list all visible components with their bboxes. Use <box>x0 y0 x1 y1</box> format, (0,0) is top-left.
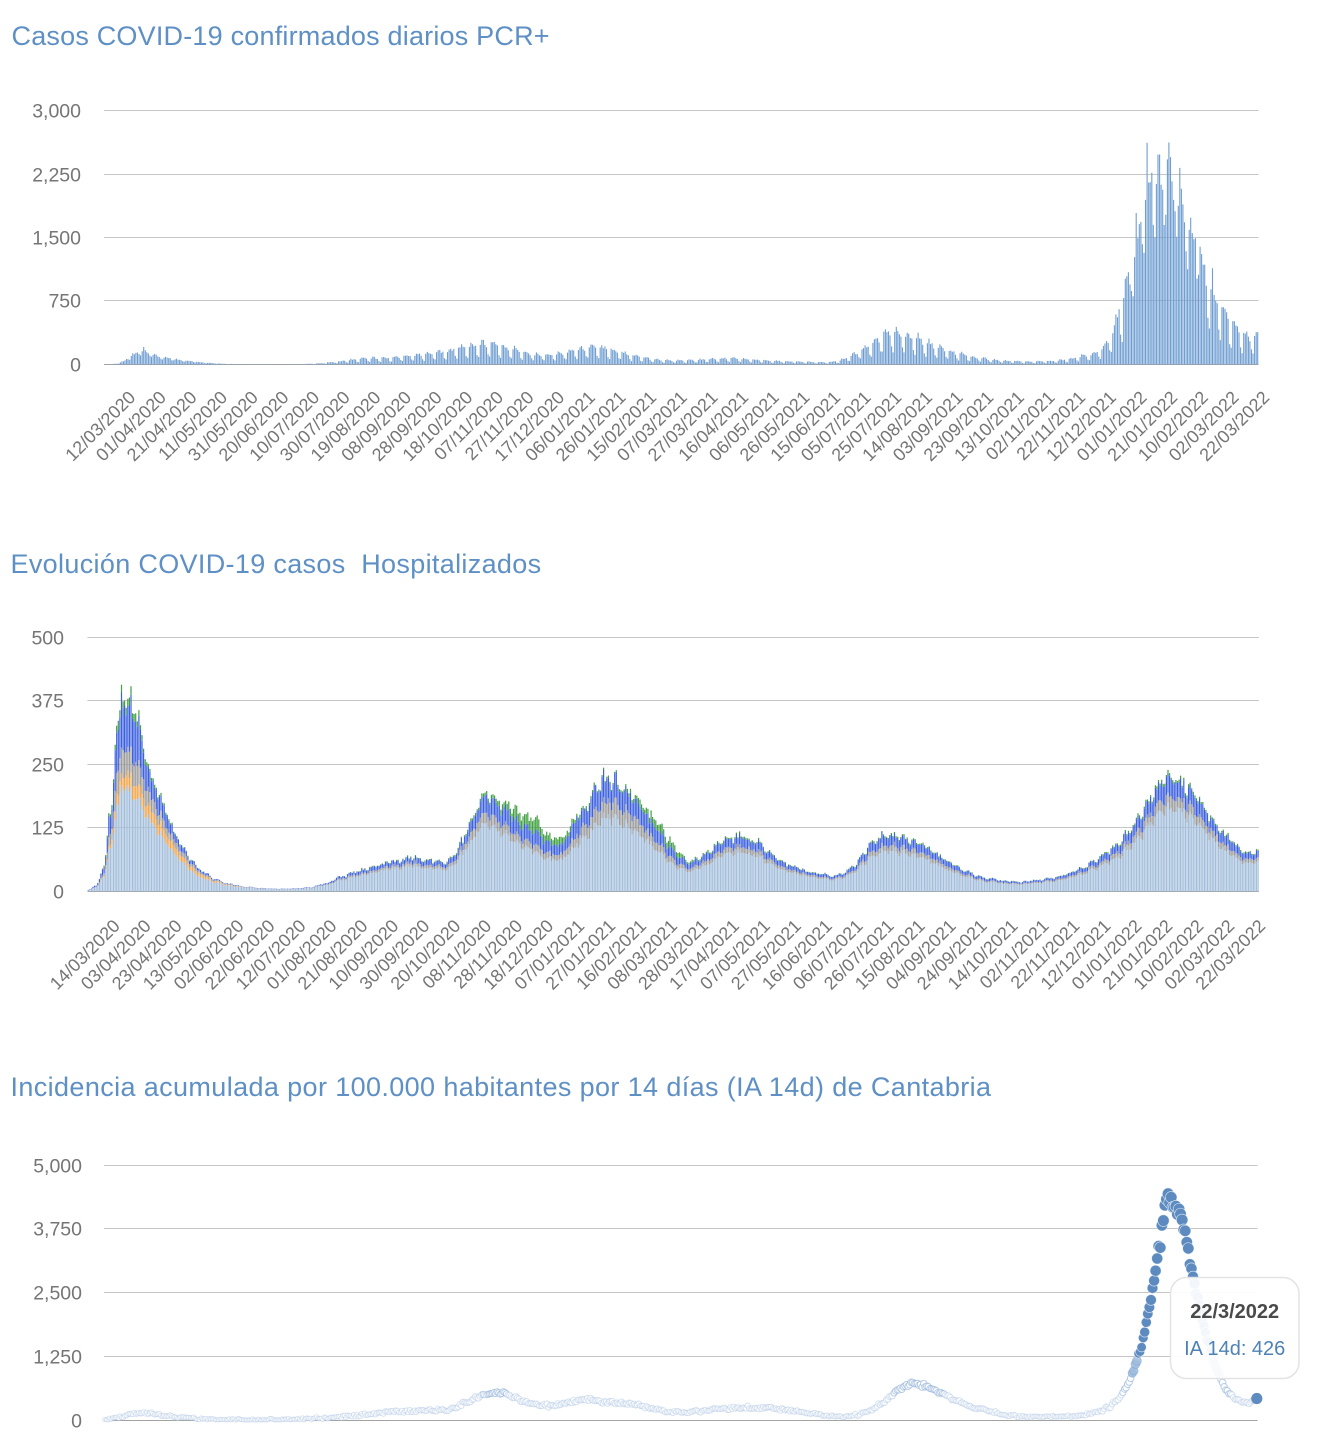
svg-text:5,000: 5,000 <box>33 1155 82 1177</box>
svg-text:375: 375 <box>31 690 64 712</box>
svg-text:1,250: 1,250 <box>33 1346 82 1368</box>
svg-text:750: 750 <box>48 290 81 312</box>
svg-text:3,750: 3,750 <box>33 1218 82 1240</box>
svg-text:3,000: 3,000 <box>32 100 81 122</box>
svg-text:250: 250 <box>31 754 64 776</box>
svg-text:125: 125 <box>31 817 64 839</box>
svg-text:500: 500 <box>31 627 64 649</box>
svg-text:Incidencia acumulada por 100.0: Incidencia acumulada por 100.000 habitan… <box>11 1072 993 1102</box>
svg-text:1,500: 1,500 <box>32 227 81 249</box>
svg-text:2,250: 2,250 <box>32 164 81 186</box>
svg-text:Casos COVID-19 confirmados dia: Casos COVID-19 confirmados diarios PCR+ <box>12 21 550 51</box>
svg-text:0: 0 <box>71 1410 82 1432</box>
svg-text:2,500: 2,500 <box>33 1282 82 1304</box>
svg-text:0: 0 <box>53 881 64 903</box>
svg-text:0: 0 <box>70 354 81 376</box>
svg-text:22/3/2022: 22/3/2022 <box>1190 1301 1279 1323</box>
svg-text:IA 14d: 426: IA 14d: 426 <box>1184 1338 1285 1360</box>
svg-text:Evolución COVID-19 casos Hosp: Evolución COVID-19 casos Hospitalizados <box>11 549 542 579</box>
